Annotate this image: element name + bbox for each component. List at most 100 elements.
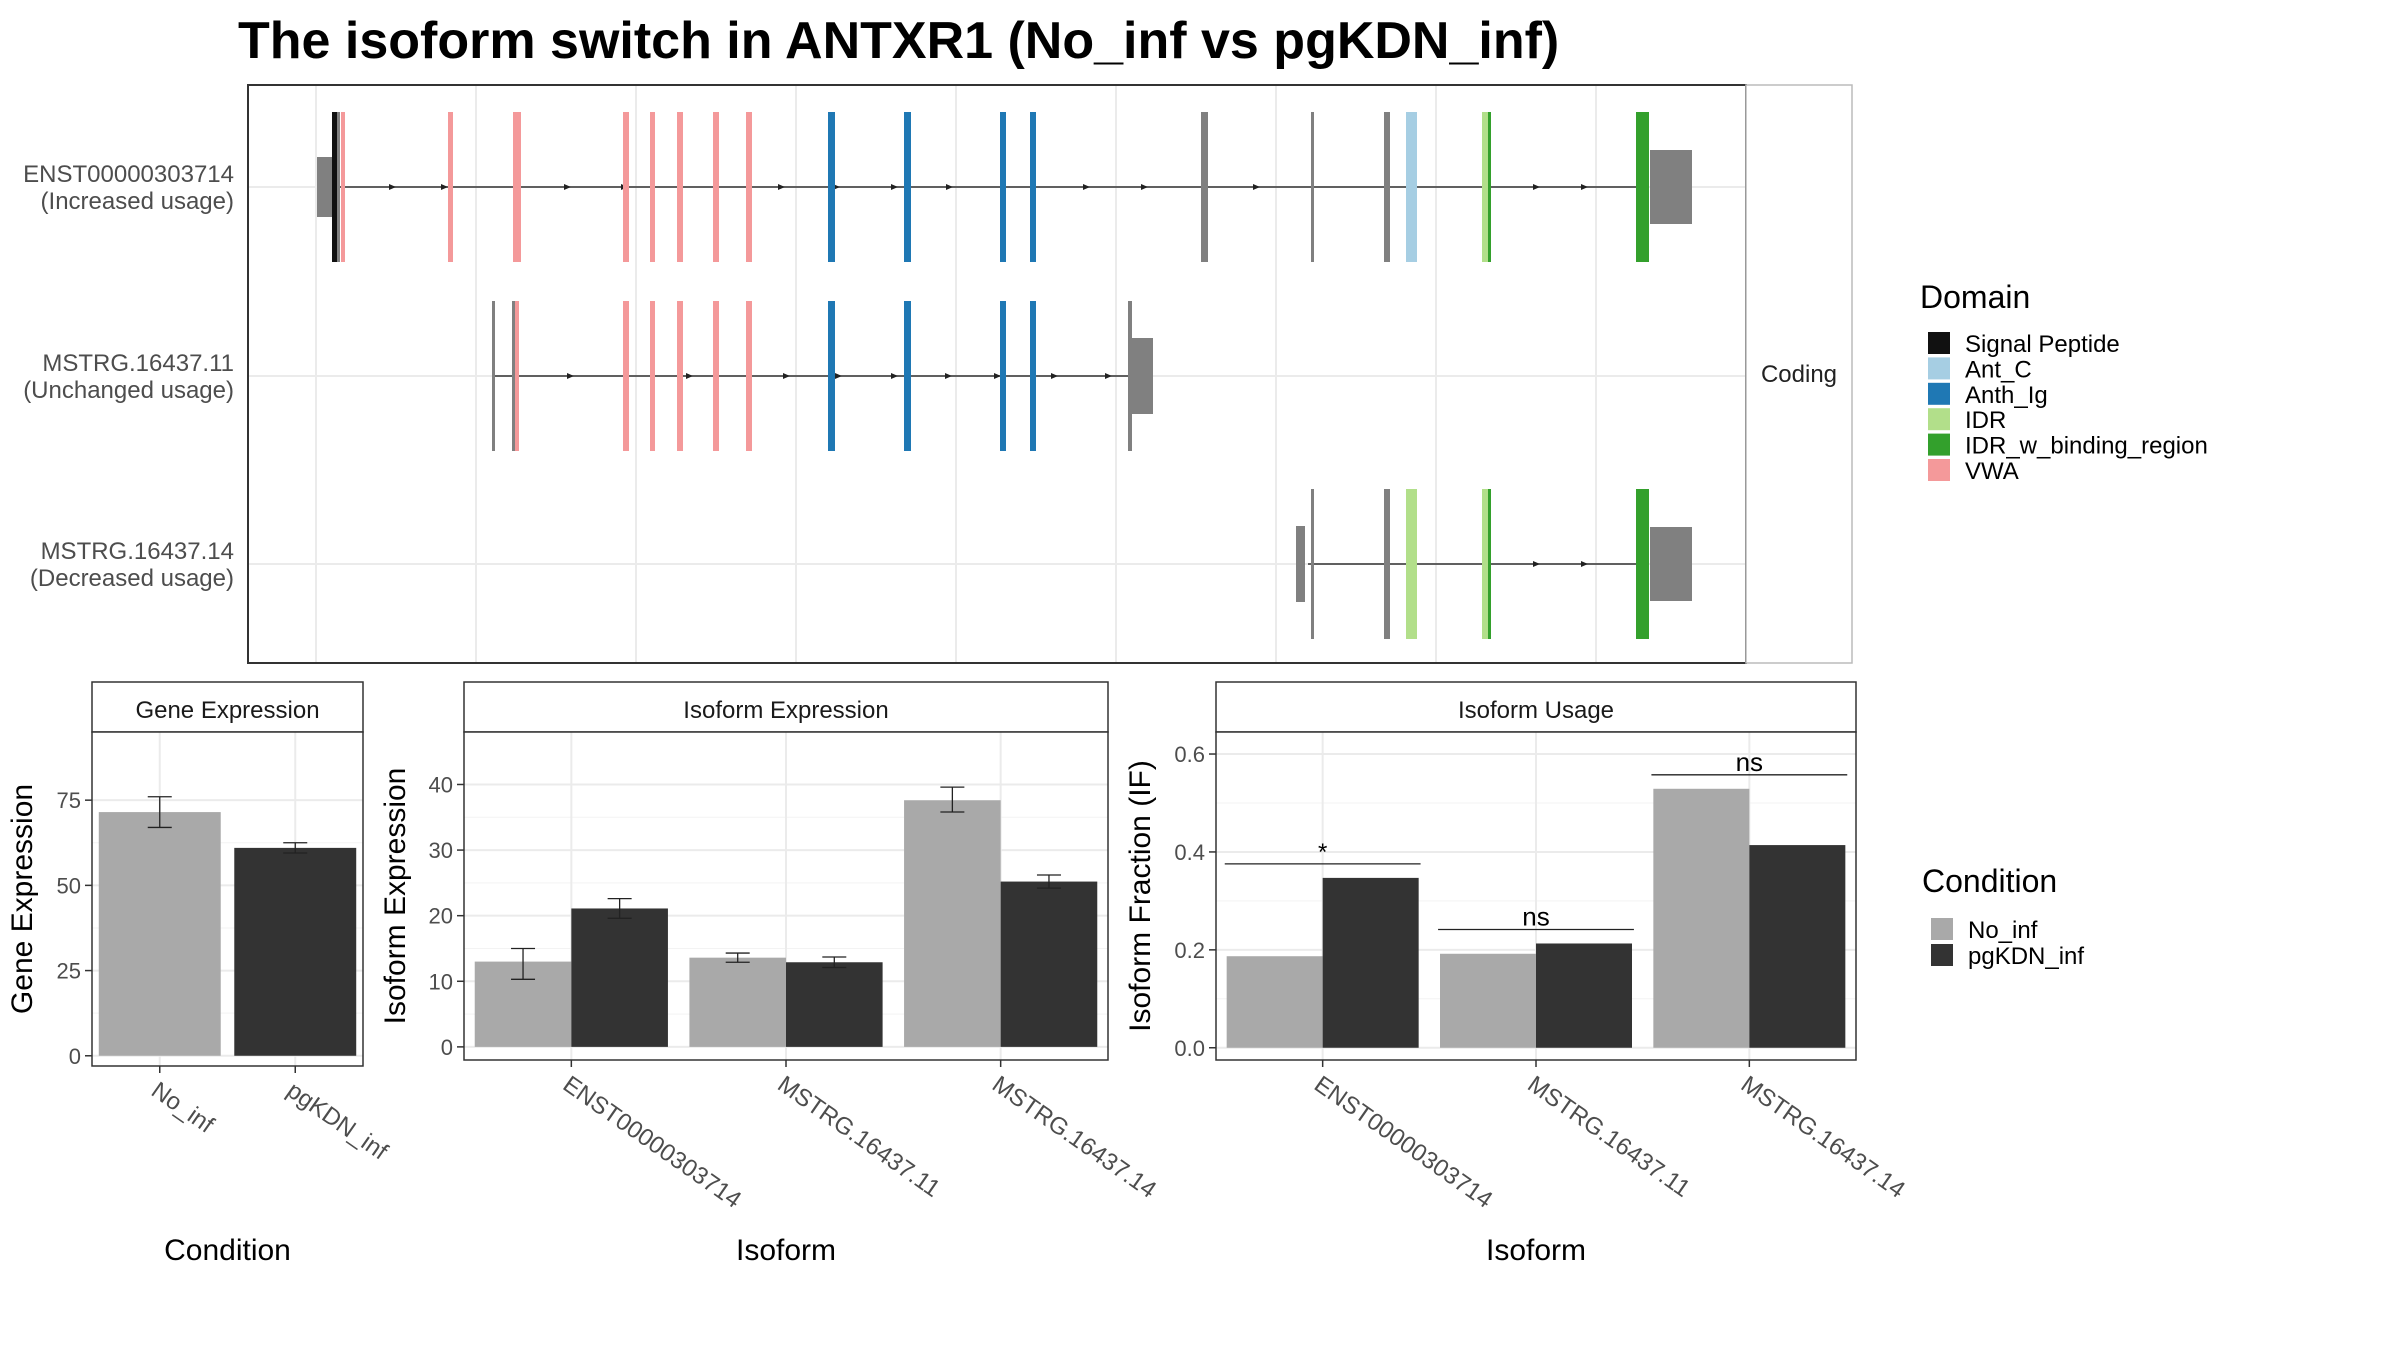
coding-exon-noncoding [337,112,340,262]
panel-strip [91,681,364,733]
condition-legend-title: Condition [1922,863,2057,899]
y-tick-label: 50 [57,873,81,898]
x-axis-title: Isoform [1486,1234,1586,1267]
structure-labels: ENST00000303714(Increased usage) MSTRG.16… [23,161,234,592]
utr-exon [1130,338,1153,414]
y-axis-title: Gene Expression [6,784,39,1014]
intron-arrow [1253,184,1260,190]
bar [234,847,357,1056]
coding-exon-idr [1482,112,1488,262]
bar [571,908,668,1047]
isoform-label: MSTRG.16437.14 [41,538,234,565]
domain-legend-label: Signal Peptide [1965,331,2120,358]
bar [786,962,883,1047]
bar [1226,956,1323,1048]
intron-arrow [567,373,574,379]
panel-border [91,731,364,1067]
coding-exon-noncoding [1128,301,1132,451]
panel-title: Isoform Usage [1458,697,1614,724]
coding-exon-idr_w_binding_region [1636,112,1649,262]
bar [1440,953,1536,1048]
y-axis-title: Isoform Expression [379,768,412,1025]
coding-exon-noncoding [1384,489,1390,639]
intron-arrow [389,184,396,190]
intron-arrow [1141,184,1148,190]
panel-title: Gene Expression [135,697,319,724]
y-tick-label: 0.4 [1174,840,1205,865]
domain-legend-label: VWA [1965,458,2019,485]
coding-exon-vwa [650,301,655,451]
structure-plot-area [247,84,1747,664]
condition-legend-key [1931,944,1953,966]
bar [689,957,786,1047]
coding-exon-vwa [746,301,752,451]
intron-arrow [1533,561,1540,567]
panel-strip [1215,681,1857,733]
x-axis-title: Isoform [736,1234,836,1267]
coding-exon-idr [1406,489,1417,639]
isoform-usage-label: (Decreased usage) [30,565,234,592]
y-tick-label: 40 [429,772,453,797]
coding-exon-vwa [341,112,345,262]
domain-legend-key [1928,433,1950,456]
intron-arrow [1581,184,1588,190]
coding-exon-anth_ig [1030,112,1036,262]
coding-exon-vwa [448,112,453,262]
y-tick-label: 0 [441,1035,453,1060]
panel-title: Isoform Expression [683,697,888,724]
intron-arrow [783,373,790,379]
coding-exon-vwa [713,112,719,262]
y-tick-label: 25 [57,959,81,984]
x-tick-label: pgKDN_inf [282,1077,393,1166]
coding-exon-vwa [677,112,683,262]
isoform-usage-panel: Isoform Usage * ns ns 0.0 0.2 0.4 0.6 ENST000003… [1124,681,1910,1267]
coding-exon-noncoding [1201,112,1208,262]
intron-arrow [891,184,898,190]
coding-exon-idr_w_binding_region [1636,489,1649,639]
coding-exon-vwa [650,112,655,262]
coding-exon-vwa [513,112,521,262]
coding-exon-anth_ig [1000,112,1006,262]
utr-exon [317,157,334,217]
bar [1653,788,1750,1048]
isoform-label: ENST00000303714 [23,161,234,188]
domain-legend-label: Ant_C [1965,356,2032,383]
coding-exon-vwa [746,112,752,262]
y-tick-label: 0 [69,1044,81,1069]
coding-exon-vwa [713,301,719,451]
bar [904,800,1001,1047]
coding-exon-noncoding [1384,112,1390,262]
coding-exon-noncoding [1311,112,1314,262]
x-tick-label: MSTRG.16437.11 [773,1071,945,1203]
coding-exon-idr_w_binding_region [1488,489,1491,639]
coding-exon-idr_w_binding_region [1488,112,1491,262]
y-axis-title: Isoform Fraction (IF) [1124,760,1157,1032]
x-tick-label: MSTRG.16437.14 [987,1071,1161,1204]
bar [1536,943,1632,1048]
coding-exon-vwa [677,301,683,451]
intron-arrow [1083,184,1090,190]
coding-exon-anth_ig [828,301,835,451]
intron-arrow [946,184,953,190]
gene-expression-panel: Gene Expression 0 25 50 75 No_inf pgKDN_inf Con… [6,681,393,1267]
y-tick-label: 0.2 [1174,938,1205,963]
significance-label: * [1318,839,1327,866]
coding-exon-noncoding [1311,489,1314,639]
utr-exon [1650,150,1692,224]
intron-arrow [564,184,571,190]
isoform-label: MSTRG.16437.11 [42,350,234,377]
intron-arrow [1105,373,1112,379]
coding-exon-ant_c [1406,112,1417,262]
domain-legend-key [1928,382,1950,405]
coding-exon-anth_ig [1030,301,1036,451]
domain-legend-key [1928,408,1950,431]
bar [1322,877,1419,1048]
coding-exon-anth_ig [1000,301,1006,451]
domain-legend: Domain Signal PeptideAnt_CAnth_IgIDRIDR_… [1920,279,2208,485]
isoform-usage-label: (Increased usage) [41,188,234,215]
isoform-expression-panel: Isoform Expression 0 10 20 30 40 ENST000003037… [379,681,1161,1267]
y-tick-label: 10 [429,969,453,994]
x-axis-title: Condition [164,1234,291,1267]
main-title: The isoform switch in ANTXR1 (No_inf vs … [238,12,1559,70]
